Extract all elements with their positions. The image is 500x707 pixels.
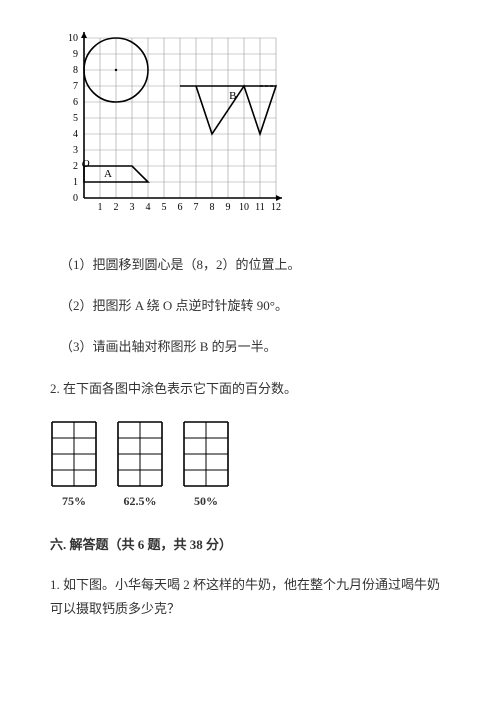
svg-text:B: B — [229, 90, 236, 102]
section-6-q1: 1. 如下图。小华每天喝 2 杯这样的牛奶，他在整个九月份通过喝牛奶可以摄取钙质… — [50, 573, 450, 620]
percent-grid-svg-2 — [116, 420, 164, 488]
percent-grid-2: 62.5% — [116, 420, 164, 509]
svg-text:1: 1 — [73, 177, 78, 188]
percent-label-3: 50% — [194, 494, 218, 509]
svg-text:4: 4 — [146, 202, 151, 213]
percent-grid-svg-3 — [182, 420, 230, 488]
grid-chart: 123456789101112012345678910AOB — [60, 30, 450, 229]
svg-text:11: 11 — [255, 202, 265, 213]
svg-text:7: 7 — [194, 202, 199, 213]
svg-text:7: 7 — [73, 81, 78, 92]
svg-text:10: 10 — [239, 202, 249, 213]
svg-text:8: 8 — [210, 202, 215, 213]
svg-text:5: 5 — [73, 113, 78, 124]
percent-label-2: 62.5% — [124, 494, 157, 509]
svg-text:0: 0 — [73, 193, 78, 204]
question-2: 2. 在下面各图中涂色表示它下面的百分数。 — [50, 377, 450, 400]
percent-grid-3: 50% — [182, 420, 230, 509]
svg-text:10: 10 — [68, 33, 78, 44]
percent-label-1: 75% — [62, 494, 86, 509]
svg-text:4: 4 — [73, 129, 78, 140]
svg-text:6: 6 — [73, 97, 78, 108]
svg-text:9: 9 — [226, 202, 231, 213]
question-1-2: （2）把图形 A 绕 O 点逆时针旋转 90°。 — [60, 295, 450, 314]
svg-text:3: 3 — [73, 145, 78, 156]
svg-text:8: 8 — [73, 65, 78, 76]
question-1-1: （1）把圆移到圆心是（8，2）的位置上。 — [60, 254, 450, 273]
section-6-title: 六. 解答题（共 6 题，共 38 分） — [50, 534, 450, 553]
svg-text:2: 2 — [73, 161, 78, 172]
svg-text:A: A — [104, 168, 112, 180]
percent-grid-1: 75% — [50, 420, 98, 509]
svg-text:6: 6 — [178, 202, 183, 213]
percent-grid-svg-1 — [50, 420, 98, 488]
svg-text:1: 1 — [98, 202, 103, 213]
percent-grids-row: 75% 62.5% 50% — [50, 420, 450, 509]
svg-text:2: 2 — [114, 202, 119, 213]
svg-text:12: 12 — [271, 202, 281, 213]
svg-text:9: 9 — [73, 49, 78, 60]
svg-text:3: 3 — [130, 202, 135, 213]
grid-svg: 123456789101112012345678910AOB — [60, 30, 290, 225]
svg-text:O: O — [82, 158, 90, 170]
question-1-3: （3）请画出轴对称图形 B 的另一半。 — [60, 336, 450, 355]
svg-text:5: 5 — [162, 202, 167, 213]
